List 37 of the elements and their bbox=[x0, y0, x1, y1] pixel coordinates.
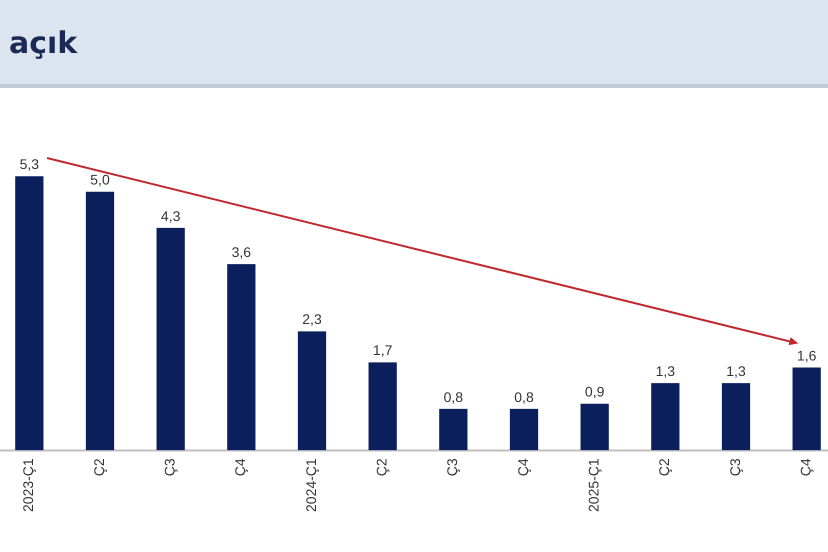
bar bbox=[227, 264, 256, 450]
x-tick-label: Ç3 bbox=[444, 458, 460, 476]
x-tick-label: Ç2 bbox=[656, 458, 672, 476]
bar bbox=[651, 383, 680, 450]
bar bbox=[298, 331, 326, 450]
bar bbox=[15, 176, 44, 450]
x-tick-label: Ç2 bbox=[374, 458, 390, 476]
data-label: 5,0 bbox=[90, 172, 110, 188]
bar bbox=[439, 408, 468, 450]
x-tick-label: Ç2 bbox=[90, 458, 107, 476]
chart-title: açık bbox=[9, 26, 78, 61]
data-label: 0,8 bbox=[514, 388, 534, 405]
bar bbox=[156, 228, 185, 450]
data-label: 1,7 bbox=[372, 342, 393, 358]
x-tick-label: 2025-Ç1 bbox=[586, 458, 602, 512]
data-label: 1,3 bbox=[656, 362, 676, 379]
x-tick-label: Ç3 bbox=[726, 458, 743, 476]
data-label: 3,6 bbox=[232, 244, 252, 260]
bar bbox=[510, 408, 538, 450]
bar bbox=[580, 404, 609, 450]
x-tick-label: Ç4 bbox=[798, 458, 814, 476]
x-tick-label: 2023-Ç1 bbox=[20, 458, 36, 512]
bar bbox=[722, 383, 750, 450]
bar bbox=[792, 368, 821, 450]
x-tick-label: Ç4 bbox=[514, 458, 531, 476]
bar bbox=[86, 192, 114, 450]
data-label: 0,9 bbox=[584, 384, 605, 400]
x-tick-label: Ç3 bbox=[162, 458, 178, 476]
data-label: 1,6 bbox=[796, 347, 817, 364]
bar bbox=[368, 362, 397, 450]
data-label: 0,8 bbox=[444, 388, 464, 405]
x-tick-label: Ç4 bbox=[232, 458, 248, 476]
data-label: 4,3 bbox=[160, 208, 181, 224]
x-tick-label: 2024-Ç1 bbox=[302, 458, 319, 512]
data-label: 1,3 bbox=[726, 362, 746, 379]
data-label: 2,3 bbox=[302, 311, 322, 328]
data-label: 5,3 bbox=[20, 156, 40, 172]
